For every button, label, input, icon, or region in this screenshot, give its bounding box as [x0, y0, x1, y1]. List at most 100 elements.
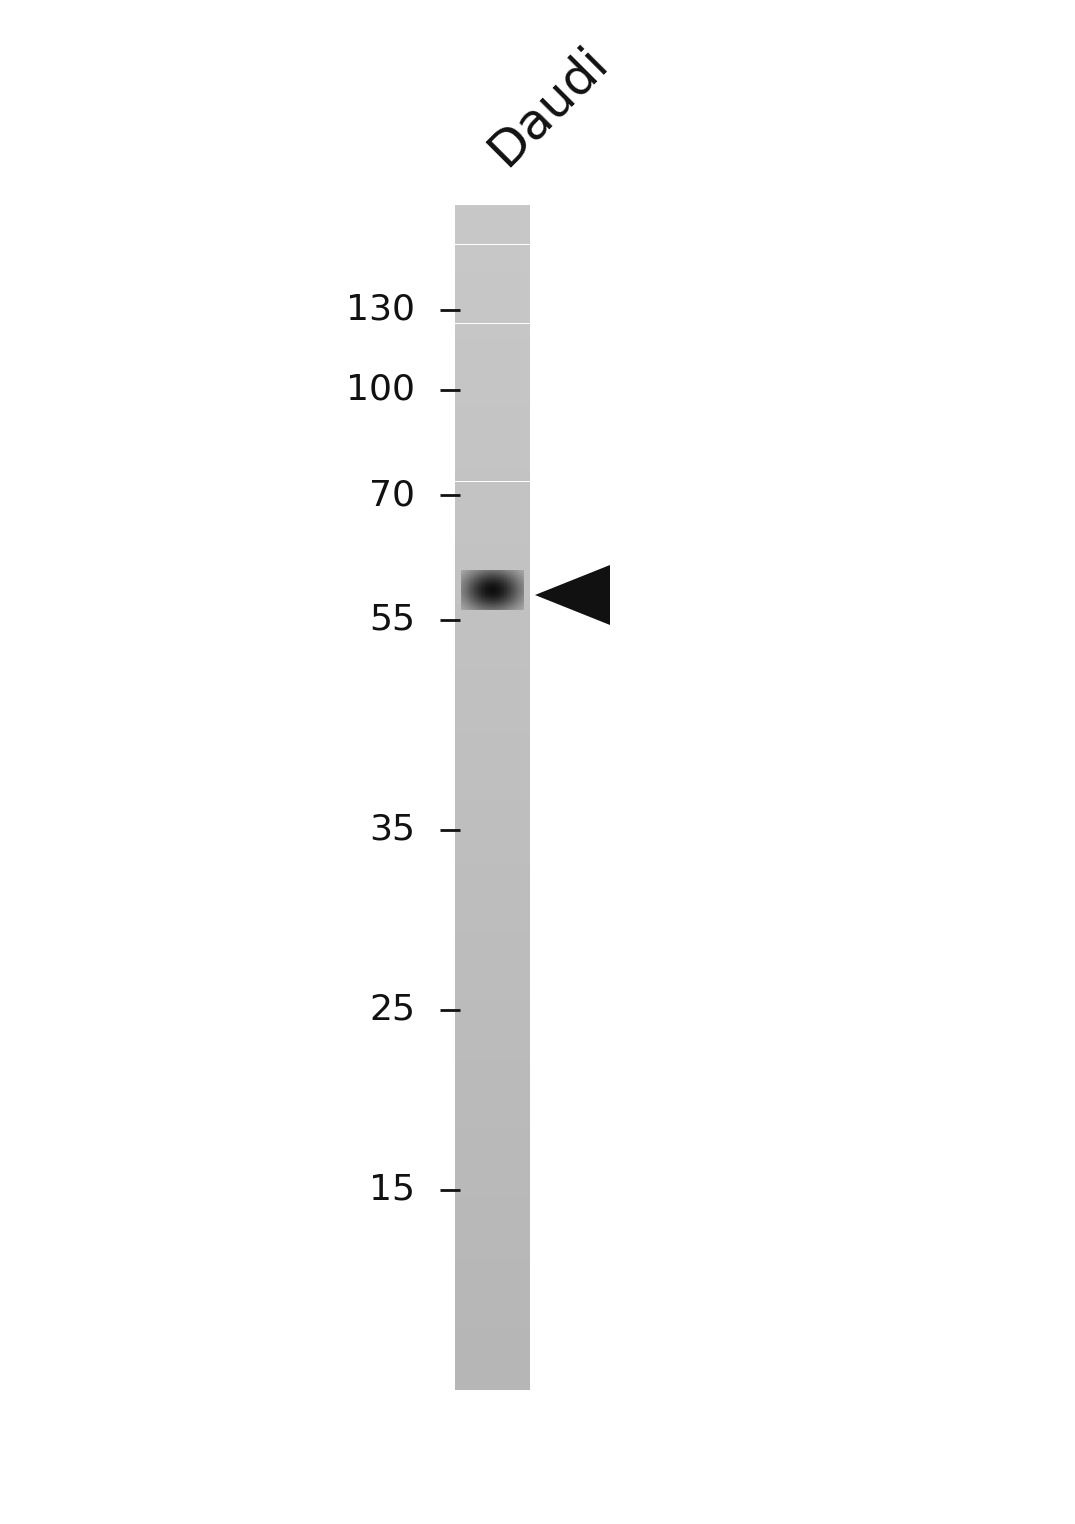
Bar — [455, 908, 530, 911]
Bar — [455, 355, 530, 360]
Bar — [455, 1228, 530, 1231]
Bar — [455, 360, 530, 363]
Bar — [455, 998, 530, 1003]
Bar — [455, 276, 530, 280]
Bar — [455, 300, 530, 303]
Bar — [455, 256, 530, 261]
Bar — [455, 821, 530, 824]
Bar — [455, 884, 530, 888]
Bar — [455, 853, 530, 856]
Bar — [455, 370, 530, 375]
Bar — [455, 544, 530, 549]
Bar — [455, 288, 530, 293]
Bar — [455, 261, 530, 264]
Bar — [455, 703, 530, 707]
Text: 130: 130 — [346, 293, 415, 328]
Bar — [455, 1212, 530, 1216]
Bar — [455, 742, 530, 747]
Bar — [455, 1209, 530, 1212]
Bar — [455, 750, 530, 754]
Bar — [455, 1385, 530, 1390]
Bar — [455, 1311, 530, 1315]
Bar — [455, 1308, 530, 1311]
Bar — [455, 856, 530, 861]
Bar — [455, 395, 530, 399]
Bar — [455, 1343, 530, 1347]
Bar — [455, 824, 530, 829]
Bar — [455, 541, 530, 544]
Bar — [455, 668, 530, 671]
Bar — [455, 680, 530, 683]
Bar — [455, 1189, 530, 1192]
Text: 35: 35 — [369, 812, 415, 847]
Bar — [455, 730, 530, 735]
Bar — [455, 834, 530, 837]
Bar — [455, 849, 530, 853]
Bar — [455, 379, 530, 383]
Bar — [455, 1050, 530, 1055]
Bar — [455, 747, 530, 750]
Bar — [455, 533, 530, 536]
Bar — [455, 1362, 530, 1367]
Bar — [455, 477, 530, 482]
Bar — [455, 687, 530, 690]
Bar — [455, 1082, 530, 1085]
Bar — [455, 387, 530, 390]
Bar — [455, 549, 530, 553]
Bar — [455, 514, 530, 517]
Bar — [455, 1105, 530, 1109]
Bar — [455, 233, 530, 236]
Bar — [455, 616, 530, 620]
Bar — [455, 995, 530, 998]
Bar — [455, 604, 530, 608]
Bar — [455, 782, 530, 786]
Bar — [455, 224, 530, 229]
Bar — [455, 916, 530, 920]
Bar — [455, 904, 530, 908]
Bar — [455, 308, 530, 311]
Polygon shape — [535, 565, 610, 625]
Bar — [455, 561, 530, 564]
Bar — [455, 1070, 530, 1074]
Bar — [455, 727, 530, 730]
Bar — [455, 640, 530, 643]
Bar — [455, 303, 530, 308]
Bar — [455, 442, 530, 447]
Bar — [455, 1315, 530, 1318]
Bar — [455, 683, 530, 687]
Bar — [455, 1003, 530, 1007]
Bar — [455, 710, 530, 715]
Bar — [455, 410, 530, 415]
Bar — [455, 1161, 530, 1164]
Bar — [455, 454, 530, 457]
Bar — [455, 434, 530, 437]
Bar — [455, 695, 530, 698]
Bar — [455, 777, 530, 782]
Bar — [455, 568, 530, 573]
Bar — [455, 504, 530, 509]
Bar — [455, 911, 530, 916]
Bar — [455, 814, 530, 817]
Bar — [455, 1023, 530, 1027]
Bar — [455, 971, 530, 975]
Bar — [455, 620, 530, 623]
Bar — [455, 221, 530, 224]
Bar — [455, 524, 530, 529]
Bar — [455, 1154, 530, 1157]
Bar — [455, 1367, 530, 1370]
Bar — [455, 1027, 530, 1030]
Bar — [455, 564, 530, 568]
Bar — [455, 841, 530, 844]
Bar — [455, 418, 530, 422]
Bar — [455, 968, 530, 971]
Bar — [455, 407, 530, 410]
Bar — [455, 588, 530, 593]
Bar — [455, 351, 530, 355]
Text: 55: 55 — [369, 604, 415, 637]
Bar — [455, 623, 530, 628]
Bar — [455, 447, 530, 450]
Bar — [455, 738, 530, 742]
Bar — [455, 216, 530, 221]
Bar — [455, 869, 530, 873]
Bar — [455, 956, 530, 960]
